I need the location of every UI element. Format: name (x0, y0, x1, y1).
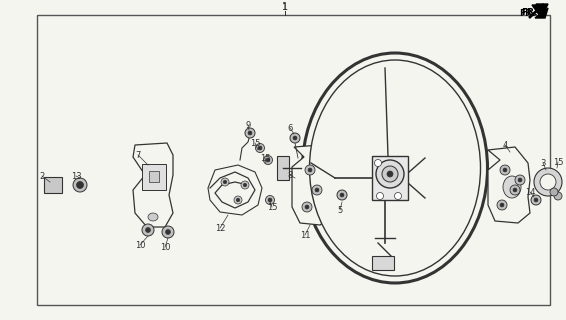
Text: 1: 1 (282, 3, 288, 12)
Text: 2: 2 (40, 172, 45, 180)
Polygon shape (536, 4, 548, 14)
Circle shape (503, 168, 507, 172)
Circle shape (293, 136, 297, 140)
Circle shape (305, 165, 315, 175)
Circle shape (258, 146, 262, 150)
Circle shape (510, 185, 520, 195)
Circle shape (534, 168, 562, 196)
Ellipse shape (302, 53, 487, 283)
Text: FR.: FR. (519, 9, 535, 18)
Circle shape (376, 160, 404, 188)
Circle shape (382, 166, 398, 182)
Circle shape (145, 228, 151, 233)
Ellipse shape (148, 213, 158, 221)
Circle shape (515, 175, 525, 185)
Text: 5: 5 (337, 205, 342, 214)
Circle shape (76, 181, 84, 188)
Circle shape (375, 159, 381, 166)
FancyBboxPatch shape (149, 171, 159, 182)
Text: 10: 10 (135, 241, 145, 250)
Circle shape (165, 229, 170, 235)
FancyBboxPatch shape (277, 156, 289, 180)
Circle shape (265, 196, 275, 204)
Circle shape (255, 143, 264, 153)
Circle shape (395, 193, 401, 199)
Text: 9: 9 (246, 121, 251, 130)
Circle shape (266, 158, 270, 162)
Text: 7: 7 (135, 150, 141, 159)
Text: 1: 1 (282, 2, 288, 12)
Text: 15: 15 (267, 203, 277, 212)
Circle shape (241, 181, 249, 189)
Circle shape (308, 168, 312, 172)
Circle shape (513, 188, 517, 192)
Text: 15: 15 (553, 157, 563, 166)
Polygon shape (535, 8, 548, 18)
Circle shape (268, 198, 272, 202)
Text: 15: 15 (250, 139, 260, 148)
Circle shape (540, 174, 556, 190)
Text: 8: 8 (288, 171, 293, 180)
Text: 10: 10 (160, 243, 170, 252)
Circle shape (305, 205, 309, 209)
FancyBboxPatch shape (142, 164, 166, 190)
Text: 15: 15 (260, 154, 270, 163)
Circle shape (550, 188, 558, 196)
Circle shape (387, 171, 393, 177)
Ellipse shape (503, 176, 521, 198)
Circle shape (312, 185, 322, 195)
FancyBboxPatch shape (372, 256, 394, 270)
Text: 6: 6 (288, 124, 293, 132)
Text: 13: 13 (71, 172, 82, 180)
Polygon shape (292, 145, 334, 225)
Circle shape (221, 178, 229, 186)
Circle shape (162, 226, 174, 238)
Circle shape (245, 128, 255, 138)
Polygon shape (488, 147, 530, 223)
Text: 4: 4 (503, 140, 508, 149)
Circle shape (264, 156, 272, 164)
Circle shape (500, 203, 504, 207)
Circle shape (142, 224, 154, 236)
Circle shape (223, 180, 227, 184)
Circle shape (376, 193, 384, 199)
Circle shape (315, 188, 319, 192)
Text: 14: 14 (525, 188, 535, 196)
Text: 11: 11 (300, 230, 310, 239)
Circle shape (500, 165, 510, 175)
Text: 3: 3 (541, 158, 546, 167)
FancyBboxPatch shape (372, 156, 408, 200)
Circle shape (340, 193, 344, 197)
Circle shape (337, 190, 347, 200)
FancyBboxPatch shape (44, 177, 62, 193)
Circle shape (73, 178, 87, 192)
Circle shape (531, 195, 541, 205)
Circle shape (534, 198, 538, 202)
Circle shape (290, 133, 300, 143)
Polygon shape (532, 5, 545, 16)
Text: FR.: FR. (521, 7, 538, 17)
Circle shape (554, 192, 562, 200)
Polygon shape (133, 143, 173, 227)
Polygon shape (208, 165, 262, 215)
Circle shape (302, 202, 312, 212)
Text: 12: 12 (215, 223, 225, 233)
Circle shape (236, 198, 240, 202)
Circle shape (248, 131, 252, 135)
Circle shape (518, 178, 522, 182)
Circle shape (497, 200, 507, 210)
Circle shape (234, 196, 242, 204)
Ellipse shape (310, 60, 481, 276)
Circle shape (243, 183, 247, 187)
